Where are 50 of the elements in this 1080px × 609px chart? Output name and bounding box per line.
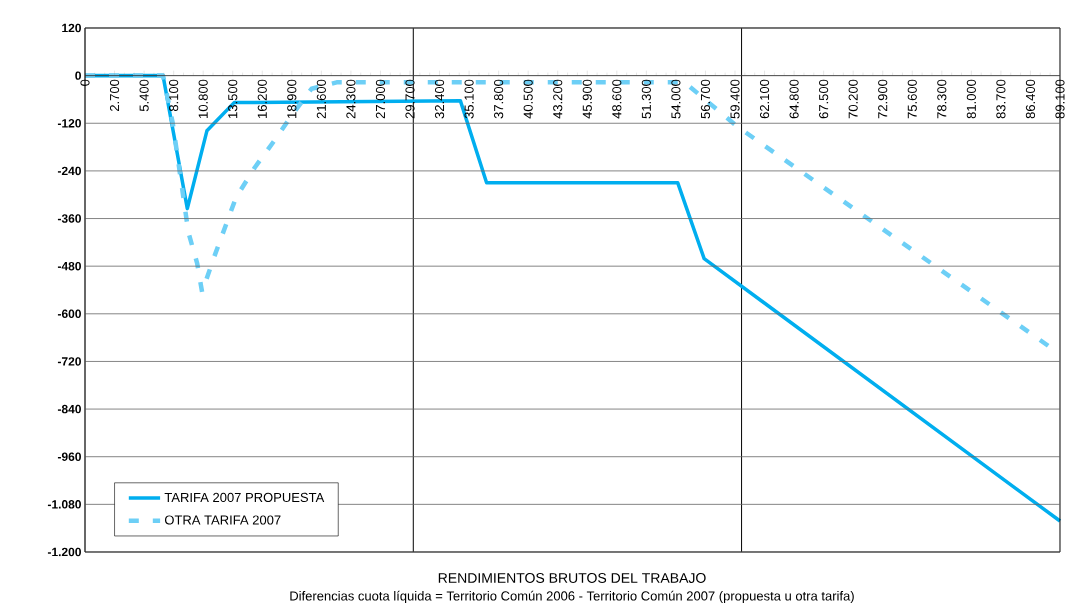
x-tick-label: 81.000 — [966, 79, 976, 119]
text: Diferencias cuota líquida = Territorio Común 2006 - Territorio Común 2007 (propuesta u otra tarifa) — [290, 590, 854, 604]
x-tick-label: 48.600 — [612, 79, 622, 119]
x-tick-label: 54.000 — [671, 79, 681, 119]
x-tick-label: 8.100 — [169, 79, 179, 112]
x-tick-label: 86.400 — [1025, 79, 1036, 119]
x-tick-label: 67.500 — [819, 79, 829, 119]
x-tick-label: 59.400 — [730, 79, 740, 119]
x-tick-label: 29.700 — [405, 79, 415, 119]
x-tick-label: 32.400 — [434, 79, 445, 119]
x-tick-label: 64.800 — [789, 79, 799, 119]
x-tick-label: 62.100 — [759, 79, 770, 119]
y-tick-label: -1.080 — [47, 500, 81, 509]
x-tick-label: 75.600 — [907, 79, 917, 119]
y-tick-label: -120 — [57, 119, 81, 128]
x-tick-label: 13.500 — [228, 79, 238, 118]
y-tick-label: -600 — [57, 309, 81, 319]
y-tick-label: -240 — [57, 166, 81, 176]
y-tick-label: 0 — [75, 71, 81, 80]
y-tick-label: -840 — [57, 404, 81, 414]
x-tick-label: 16.200 — [257, 79, 267, 118]
y-tick-label: -960 — [57, 452, 81, 461]
y-tick-label: 120 — [62, 23, 81, 33]
x-tick-label: 78.300 — [937, 79, 947, 119]
x-axis-title: RENDIMIENTOS BRUTOS DEL TRABAJO — [438, 573, 706, 583]
x-tick-label: 51.300 — [641, 79, 651, 119]
x-tick-label: 10.800 — [198, 79, 208, 118]
x-tick-label: 72.900 — [878, 79, 888, 119]
x-tick-label: 37.800 — [494, 79, 504, 119]
x-tick-label: 70.200 — [848, 79, 858, 119]
x-tick-label: 21.600 — [316, 79, 326, 119]
x-tick-label: 45.900 — [582, 79, 592, 119]
x-tick-label: 0 — [80, 79, 90, 86]
legend-label: TARIFA 2007 PROPUESTA — [164, 492, 325, 503]
y-tick-label: -360 — [57, 214, 81, 223]
x-tick-label: 27.000 — [375, 79, 386, 119]
legend-label: OTRA TARIFA 2007 — [164, 515, 281, 525]
x-tick-label: 2.700 — [109, 79, 120, 112]
x-tick-label: 56.700 — [700, 79, 711, 119]
x-tick-label: 40.500 — [523, 79, 533, 119]
x-tick-label: 83.700 — [996, 79, 1006, 119]
x-tick-label: 24.300 — [346, 79, 356, 119]
y-tick-label: -480 — [57, 261, 81, 271]
x-tick-label: 89.100 — [1055, 79, 1065, 119]
y-tick-label: -1.200 — [47, 547, 81, 557]
x-tick-label: 35.100 — [464, 79, 474, 119]
x-tick-label: 43.200 — [553, 79, 563, 119]
y-tick-label: -720 — [57, 357, 81, 366]
x-tick-label: 5.400 — [139, 79, 149, 112]
x-tick-label: 18.900 — [287, 79, 297, 118]
